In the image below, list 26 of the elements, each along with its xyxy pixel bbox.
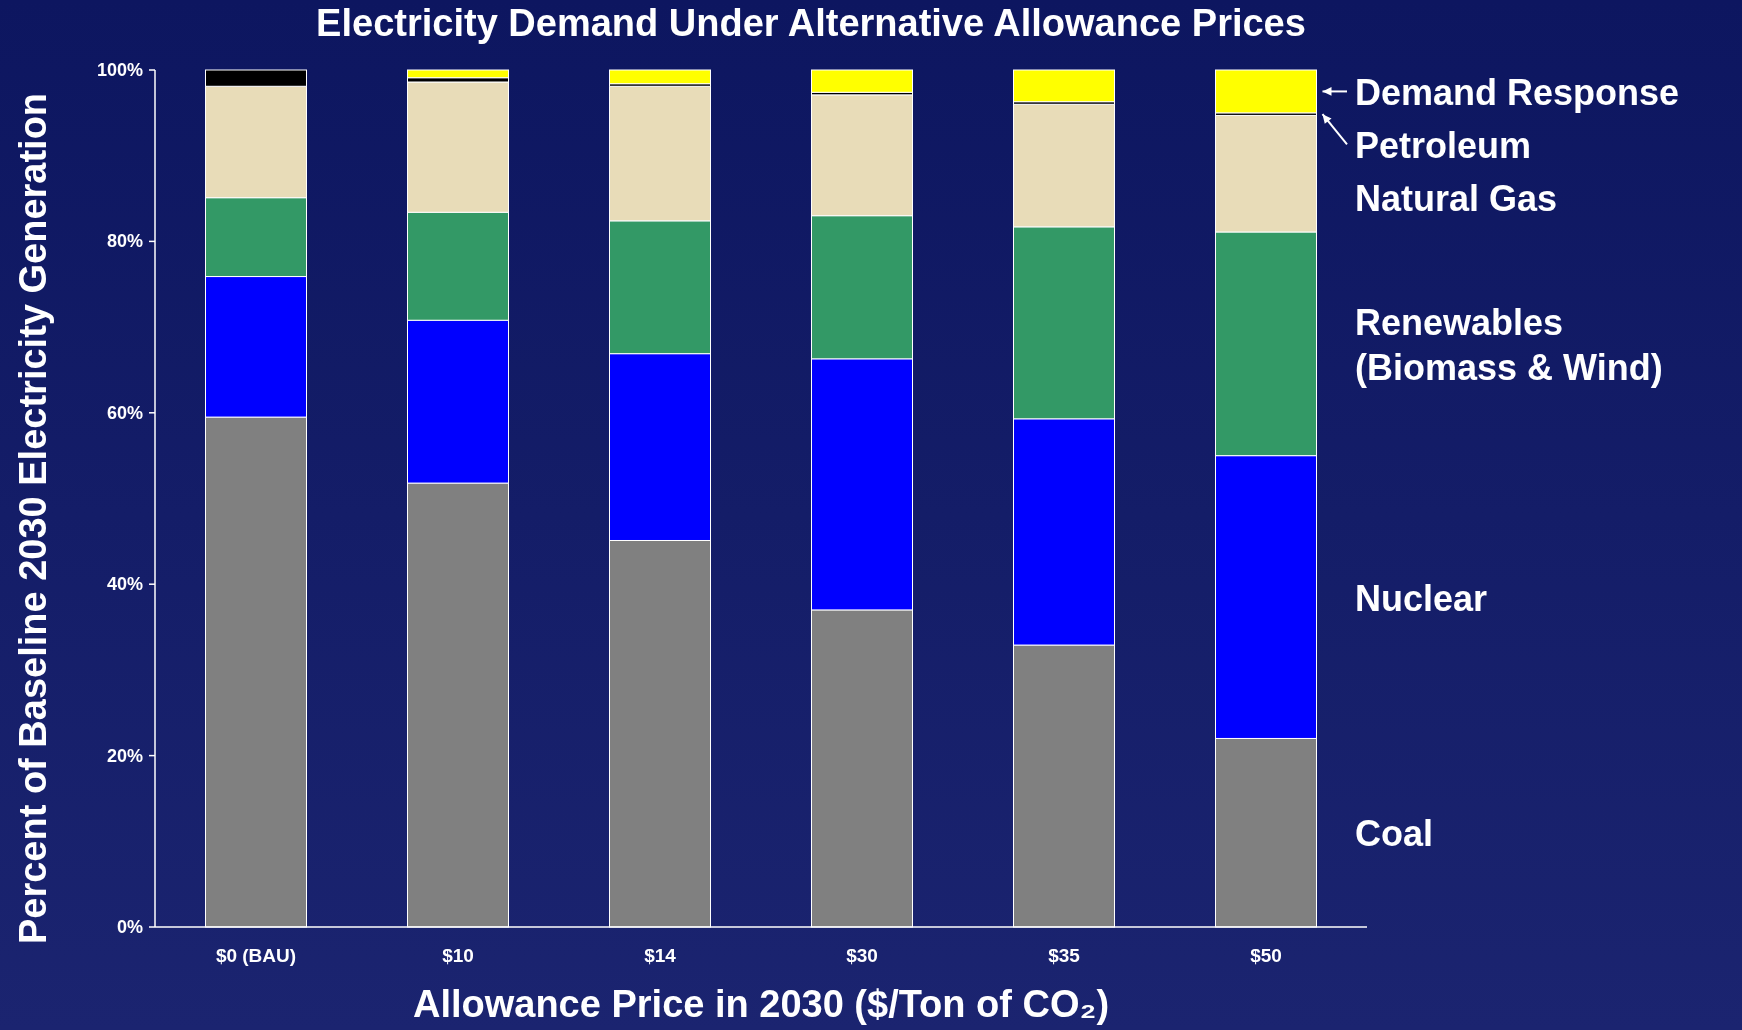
x-axis-title: Allowance Price in 2030 ($/Ton of CO₂) bbox=[412, 983, 1110, 1025]
x-tick-label: $0 (BAU) bbox=[215, 945, 297, 966]
x-tick-label: $50 bbox=[1250, 945, 1282, 966]
y-tick-label: 20% bbox=[106, 745, 143, 766]
x-tick-label: $14 bbox=[644, 945, 677, 966]
series-label: Natural Gas bbox=[1355, 177, 1558, 219]
bar bbox=[811, 69, 913, 93]
chart-title: Electricity Demand Under Alternative Allowance Prices bbox=[316, 2, 1306, 44]
series-label: Nuclear bbox=[1355, 577, 1488, 619]
legend-label: Demand Response bbox=[1355, 71, 1680, 113]
series-label: Petroleum bbox=[1355, 124, 1532, 166]
y-tick-label: 60% bbox=[106, 402, 143, 423]
series-label: Coal bbox=[1355, 813, 1434, 855]
y-tick-label: 40% bbox=[106, 574, 143, 595]
bar bbox=[609, 69, 711, 85]
x-tick-label: $30 bbox=[846, 945, 878, 966]
bar bbox=[1013, 69, 1115, 103]
bar bbox=[1215, 69, 1317, 114]
series-label: Renewables (Biomass & Wind) bbox=[1355, 301, 1663, 388]
y-tick-label: 0% bbox=[116, 917, 143, 937]
bar bbox=[407, 69, 509, 79]
y-tick-label: 100% bbox=[96, 60, 143, 80]
x-tick-label: $35 bbox=[1048, 945, 1081, 966]
y-axis-title: Percent of Baseline 2030 Electricity Generation bbox=[12, 92, 54, 945]
y-tick-label: 80% bbox=[106, 231, 143, 252]
x-tick-label: $10 bbox=[442, 945, 474, 966]
